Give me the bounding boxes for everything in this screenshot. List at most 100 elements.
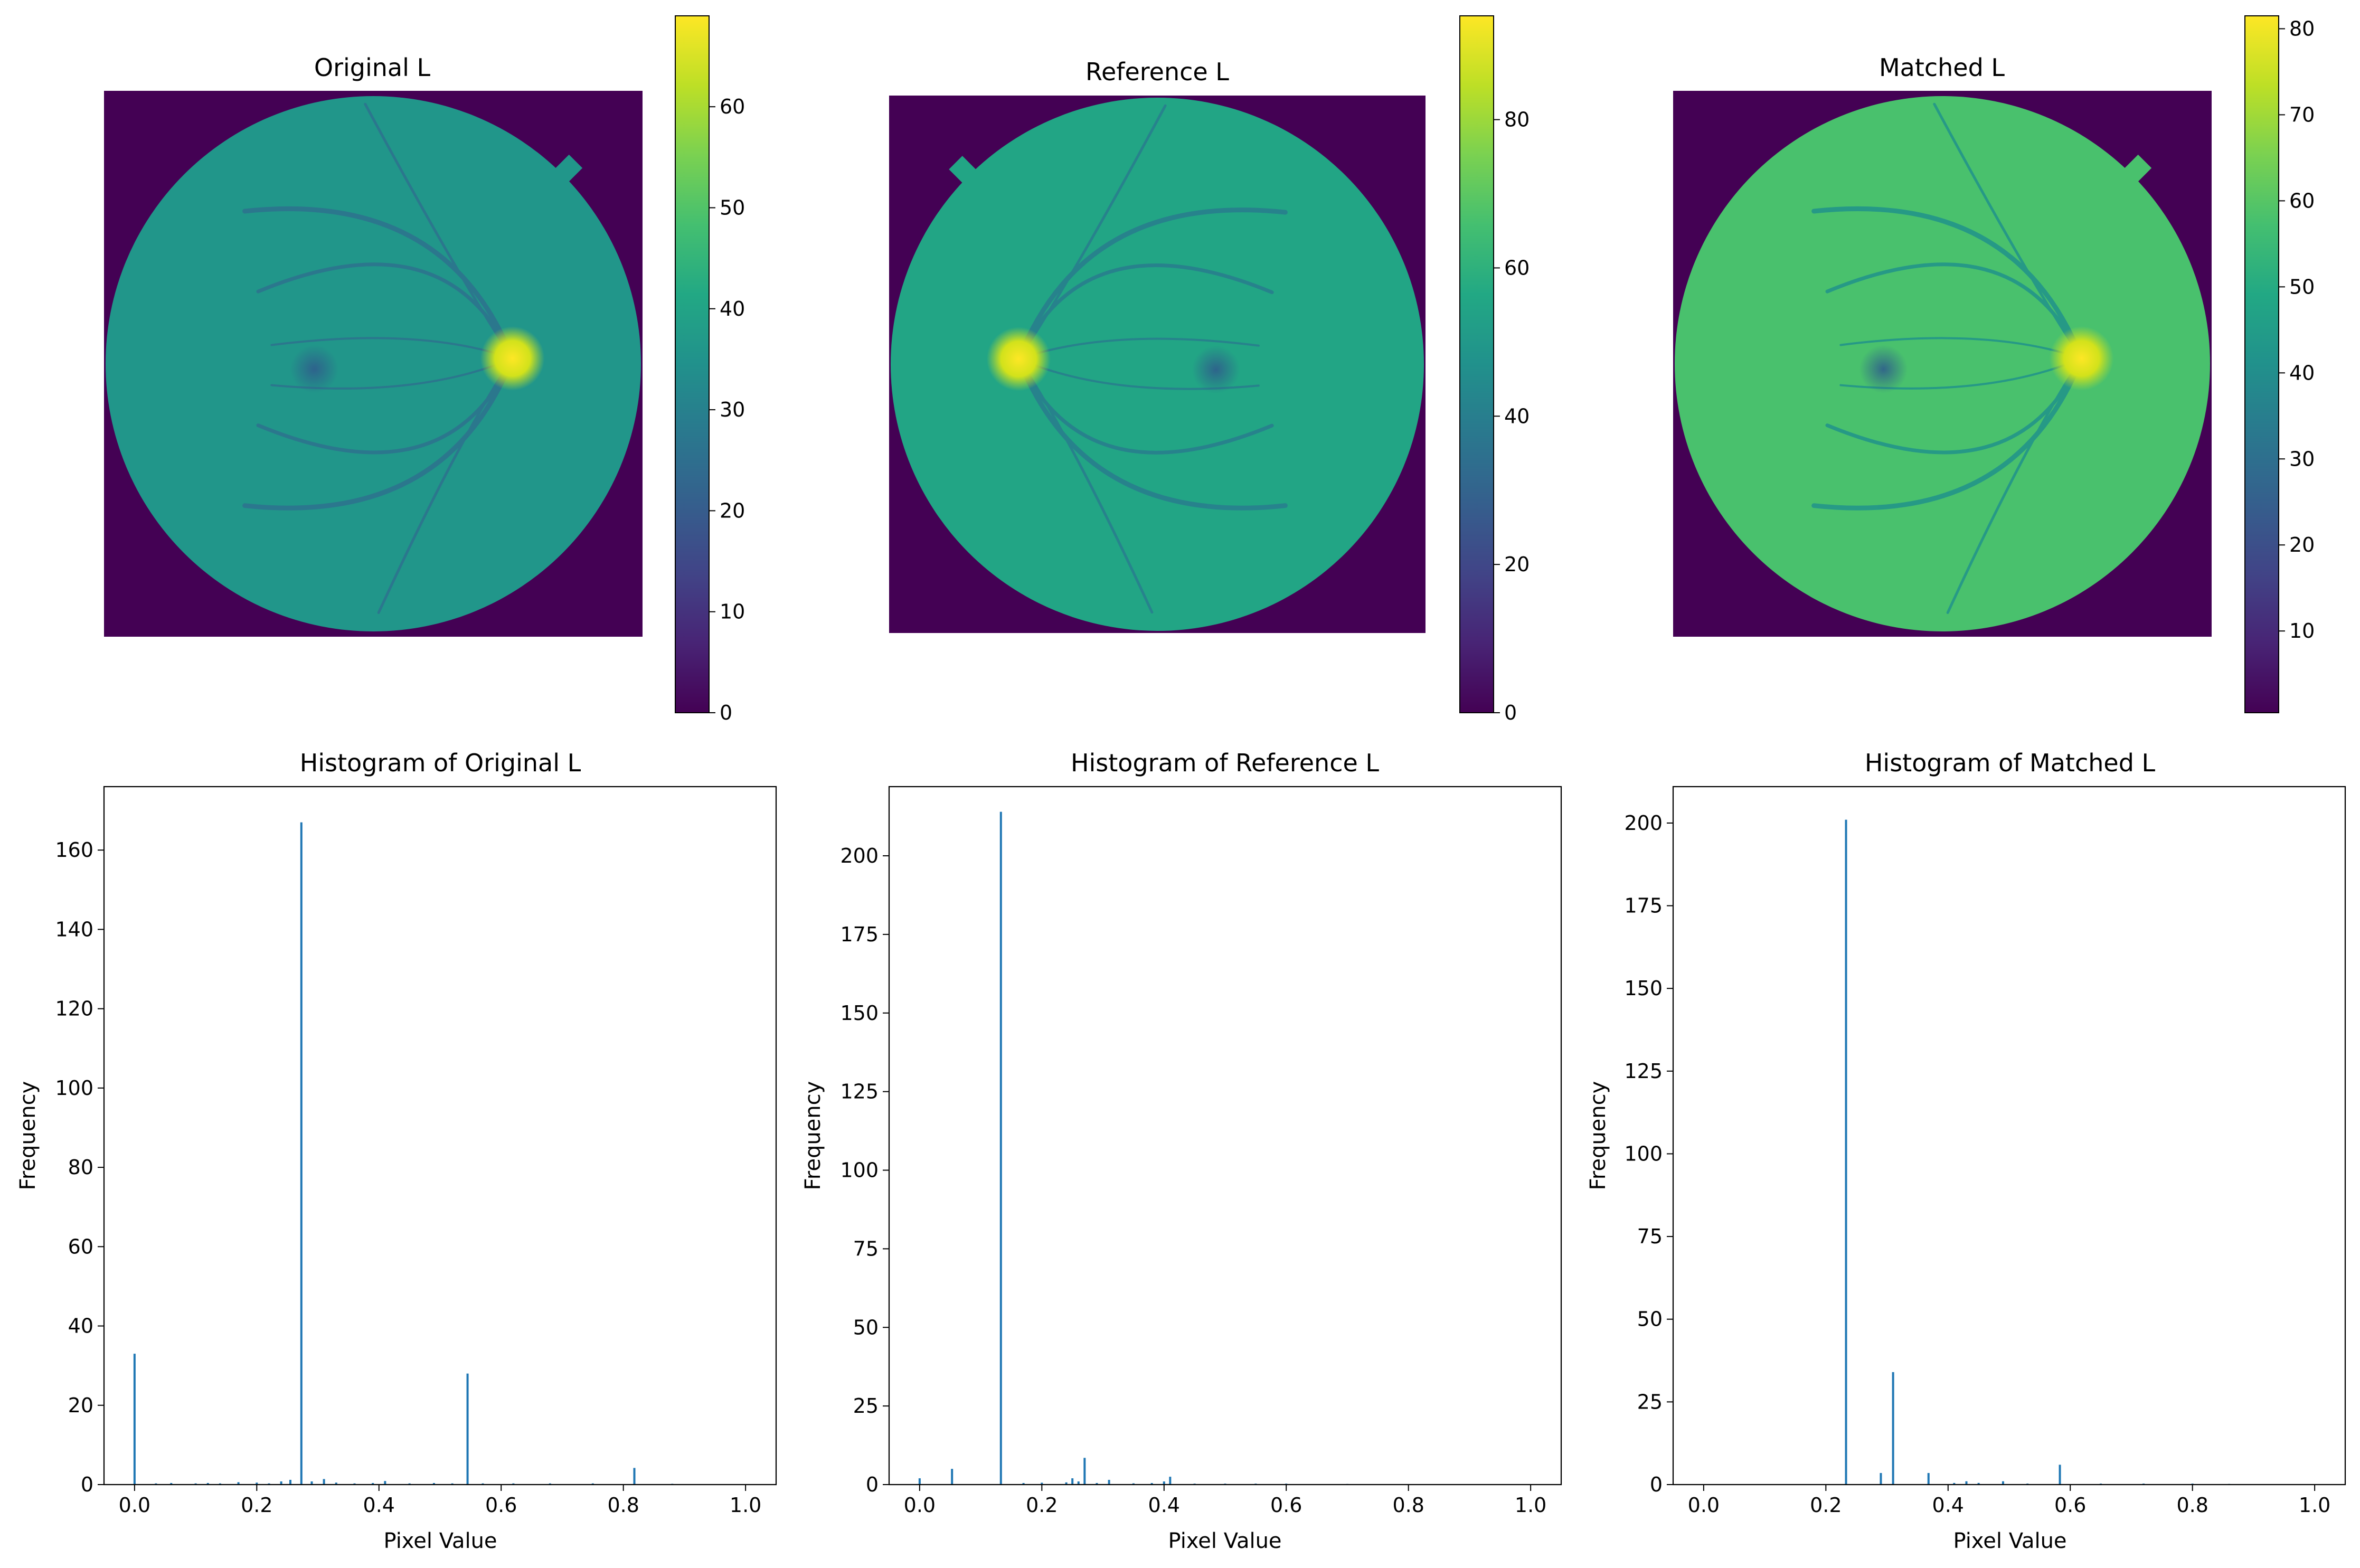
histogram-bar <box>1083 1458 1086 1485</box>
fundus-notch <box>2118 154 2152 188</box>
histogram-bar <box>194 1483 197 1485</box>
histogram-original-xlabel: Pixel Value <box>383 1529 497 1553</box>
histogram-bar <box>372 1482 374 1485</box>
x-tick-label: 0.2 <box>1810 1494 1842 1517</box>
x-tick-label: 0.4 <box>363 1494 395 1517</box>
y-tick-label: 150 <box>1624 977 1663 1000</box>
vessel <box>1811 206 2084 361</box>
histogram-matched-title: Histogram of Matched L <box>1865 749 2156 777</box>
x-tick-label: 0.8 <box>2176 1494 2208 1517</box>
matched-l-colorbar: 10 20 30 40 50 60 70 80 <box>2244 15 2315 713</box>
y-tick-label: 140 <box>55 918 93 941</box>
histogram-reference-xlabel: Pixel Value <box>1168 1529 1281 1553</box>
x-tick-label: 0.8 <box>1392 1494 1424 1517</box>
x-tick-label: 0.2 <box>241 1494 272 1517</box>
histogram-bar <box>206 1482 209 1485</box>
histogram-bar <box>1965 1481 1968 1485</box>
histogram-original-ylabel: Frequency <box>16 1081 40 1191</box>
fundus-disc <box>1675 96 2210 631</box>
histogram-bar <box>384 1481 386 1485</box>
histogram-bar <box>1096 1483 1098 1485</box>
histogram-bar <box>268 1483 270 1485</box>
histogram-bar <box>633 1468 636 1485</box>
y-tick-label: 75 <box>853 1237 879 1260</box>
vessel <box>1016 356 1288 511</box>
histogram-matched-xlabel: Pixel Value <box>1953 1529 2066 1553</box>
histogram-bar <box>408 1483 411 1485</box>
histogram-bar <box>155 1483 157 1485</box>
x-tick-label: 1.0 <box>730 1494 761 1517</box>
vessel <box>1811 356 2084 511</box>
colorbar-tick-label: 80 <box>2289 17 2315 40</box>
original-l-title: Original L <box>314 53 431 82</box>
x-tick-label: 0.0 <box>119 1494 150 1517</box>
vessel <box>242 356 515 511</box>
x-tick-label: 0.0 <box>904 1494 936 1517</box>
colorbar-tick-label: 20 <box>720 499 745 522</box>
histogram-bar <box>2002 1481 2004 1485</box>
colorbar-tick-label: 60 <box>720 95 745 118</box>
x-tick-label: 1.0 <box>2299 1494 2330 1517</box>
histogram-bar <box>1150 1483 1153 1485</box>
fundus-disc <box>891 98 1424 631</box>
histogram-bar <box>353 1483 356 1485</box>
histogram-bar <box>133 1354 136 1485</box>
histogram-bar <box>1077 1481 1080 1485</box>
colorbar-gradient <box>675 15 710 713</box>
original-l-colorbar: 0 10 20 30 40 50 60 <box>675 15 745 724</box>
matched-l-panel: Matched L 10 20 30 40 50 60 70 80 <box>1673 15 2315 713</box>
histogram-bar <box>466 1373 469 1485</box>
axes-frame <box>1672 786 2346 1486</box>
y-tick-label: 25 <box>1637 1390 1663 1413</box>
y-tick-label: 50 <box>1637 1308 1663 1331</box>
histogram-bar <box>1169 1477 1172 1485</box>
axes-frame <box>888 786 1562 1486</box>
y-tick-label: 75 <box>1637 1225 1663 1248</box>
vessel <box>1825 262 2084 361</box>
x-tick-label: 0.6 <box>485 1494 517 1517</box>
colorbar-tick-label: 0 <box>720 701 732 724</box>
histogram-bar <box>1071 1478 1074 1485</box>
original-l-image <box>104 91 643 637</box>
histogram-reference-title: Histogram of Reference L <box>1071 749 1379 777</box>
y-tick-label: 100 <box>55 1076 93 1100</box>
reference-l-colorbar: 0 20 40 60 80 <box>1459 15 1530 724</box>
fovea <box>1859 345 1908 393</box>
histogram-bar <box>1927 1473 1930 1485</box>
colorbar-tick-label: 10 <box>720 600 745 624</box>
histogram-bar <box>591 1483 594 1485</box>
histogram-bar <box>432 1482 435 1485</box>
y-tick-label: 100 <box>1624 1142 1663 1165</box>
colorbar-tick-label: 60 <box>2289 189 2315 212</box>
y-tick-label: 200 <box>1624 811 1663 835</box>
histogram-bar <box>1022 1483 1025 1485</box>
x-tick-label: 0.4 <box>1932 1494 1964 1517</box>
optic-disc <box>480 326 545 391</box>
histogram-bar <box>1132 1483 1135 1485</box>
histogram-bar <box>2059 1465 2061 1485</box>
vessel <box>242 206 515 361</box>
y-tick-label: 60 <box>68 1235 93 1258</box>
y-tick-label: 200 <box>840 844 879 867</box>
colorbar-tick-label: 60 <box>1504 256 1530 279</box>
x-tick-label: 1.0 <box>1515 1494 1546 1517</box>
histogram-bar <box>999 811 1002 1485</box>
histogram-bar <box>1041 1482 1043 1485</box>
colorbar-tick-label: 30 <box>720 398 745 421</box>
fundus-notch <box>549 154 583 188</box>
histogram-matched-axes: 0.0 0.2 0.4 0.6 0.8 1.0 0 25 50 75 100 125 150 175 200 <box>1624 786 2346 1517</box>
y-tick-label: 0 <box>81 1473 93 1496</box>
axes-frame <box>103 786 777 1486</box>
x-tick-label: 0.6 <box>2054 1494 2086 1517</box>
histogram-bar <box>323 1479 325 1485</box>
histogram-bar <box>1892 1372 1894 1485</box>
histogram-bar <box>170 1482 173 1485</box>
fovea <box>1192 345 1240 394</box>
histogram-bar <box>219 1483 221 1485</box>
y-tick-label: 0 <box>1650 1473 1663 1496</box>
vessel <box>1016 207 1288 362</box>
y-tick-label: 125 <box>840 1080 879 1103</box>
x-tick-label: 0.6 <box>1270 1494 1302 1517</box>
colorbar-tick-label: 70 <box>2289 103 2315 126</box>
